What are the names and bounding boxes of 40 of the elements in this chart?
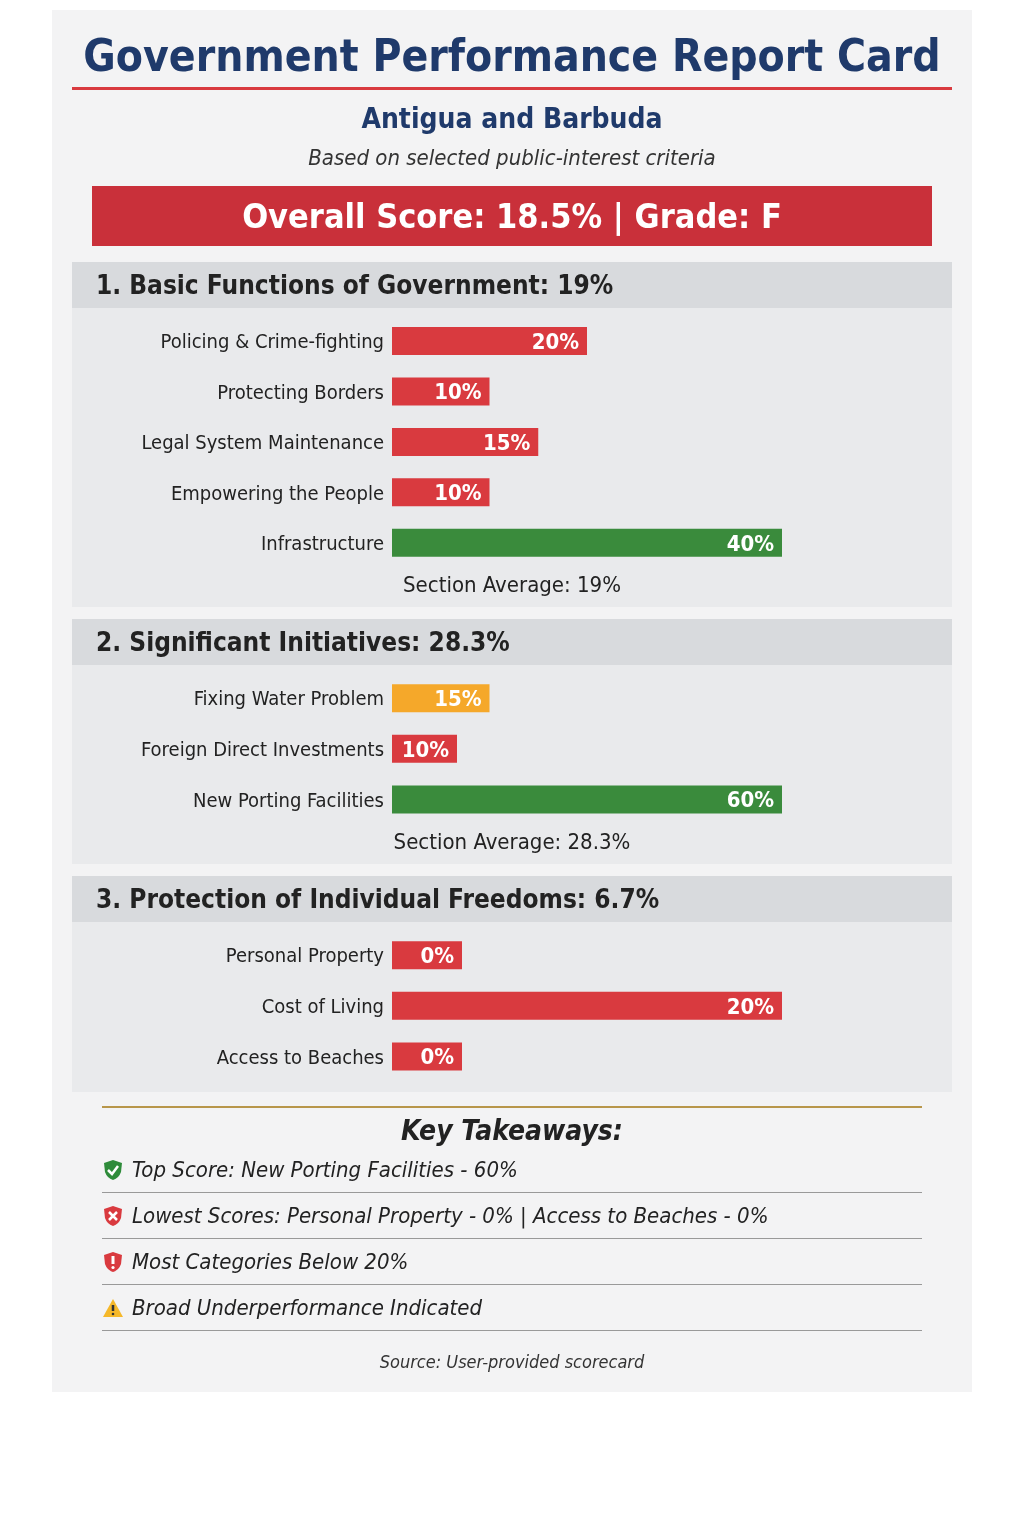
y-tick-label: Foreign Direct Investments (140, 737, 384, 762)
text: Most Categories Below 20% (132, 1249, 409, 1274)
y-tick-label: Access to Beaches (216, 1044, 384, 1069)
source-note: Source: User-provided scorecard (378, 1351, 646, 1372)
data-label: 60% (726, 787, 775, 813)
y-tick-label: Policing & Crime-fighting (160, 329, 384, 354)
data-label: 0% (420, 1044, 455, 1070)
text: Top Score: New Porting Facilities - 60% (132, 1157, 518, 1182)
data-label: 10% (434, 379, 482, 405)
data-label: 15% (434, 686, 482, 712)
text: Overall Score: 18.5% | Grade: F (92, 186, 932, 246)
y-tick-label: Empowering the People (170, 480, 384, 505)
text: Section Average: 19% (402, 572, 622, 597)
text: Key Takeaways: (102, 1106, 922, 1147)
y-tick-label: New Porting Facilities (192, 787, 384, 812)
text: Antigua and Barbuda (360, 102, 664, 135)
text: Government Performance Report Card (72, 30, 952, 90)
y-tick-label: Cost of Living (261, 994, 384, 1019)
text: Lowest Scores: Personal Property - 0% | Access to Beaches - 0% (132, 1203, 769, 1228)
y-tick-label: Legal System Maintenance (141, 430, 384, 455)
data-label: 40% (726, 530, 775, 556)
chart-title: 3. Protection of Individual Freedoms: 6.7% (72, 876, 952, 922)
data-label: 15% (482, 429, 531, 455)
data-label: 10% (434, 480, 482, 506)
text: Section Average: 28.3% (392, 829, 632, 854)
data-label: 20% (531, 329, 580, 355)
y-tick-label: Infrastructure (260, 530, 384, 555)
text: Broad Underperformance Indicated (132, 1295, 483, 1320)
data-label: 10% (401, 736, 450, 762)
text: Based on selected public-interest criteria (307, 145, 717, 170)
bar (392, 528, 782, 557)
data-label: 20% (726, 993, 775, 1019)
data-label: 0% (420, 943, 455, 969)
y-tick-label: Protecting Borders (217, 379, 384, 404)
bar (392, 427, 539, 456)
chart-title: 1. Basic Functions of Government: 19% (72, 262, 952, 308)
y-tick-label: Personal Property (225, 943, 385, 968)
y-tick-label: Fixing Water Problem (193, 686, 384, 711)
bar (392, 327, 587, 356)
chart-title: 2. Significant Initiatives: 28.3% (72, 619, 952, 665)
